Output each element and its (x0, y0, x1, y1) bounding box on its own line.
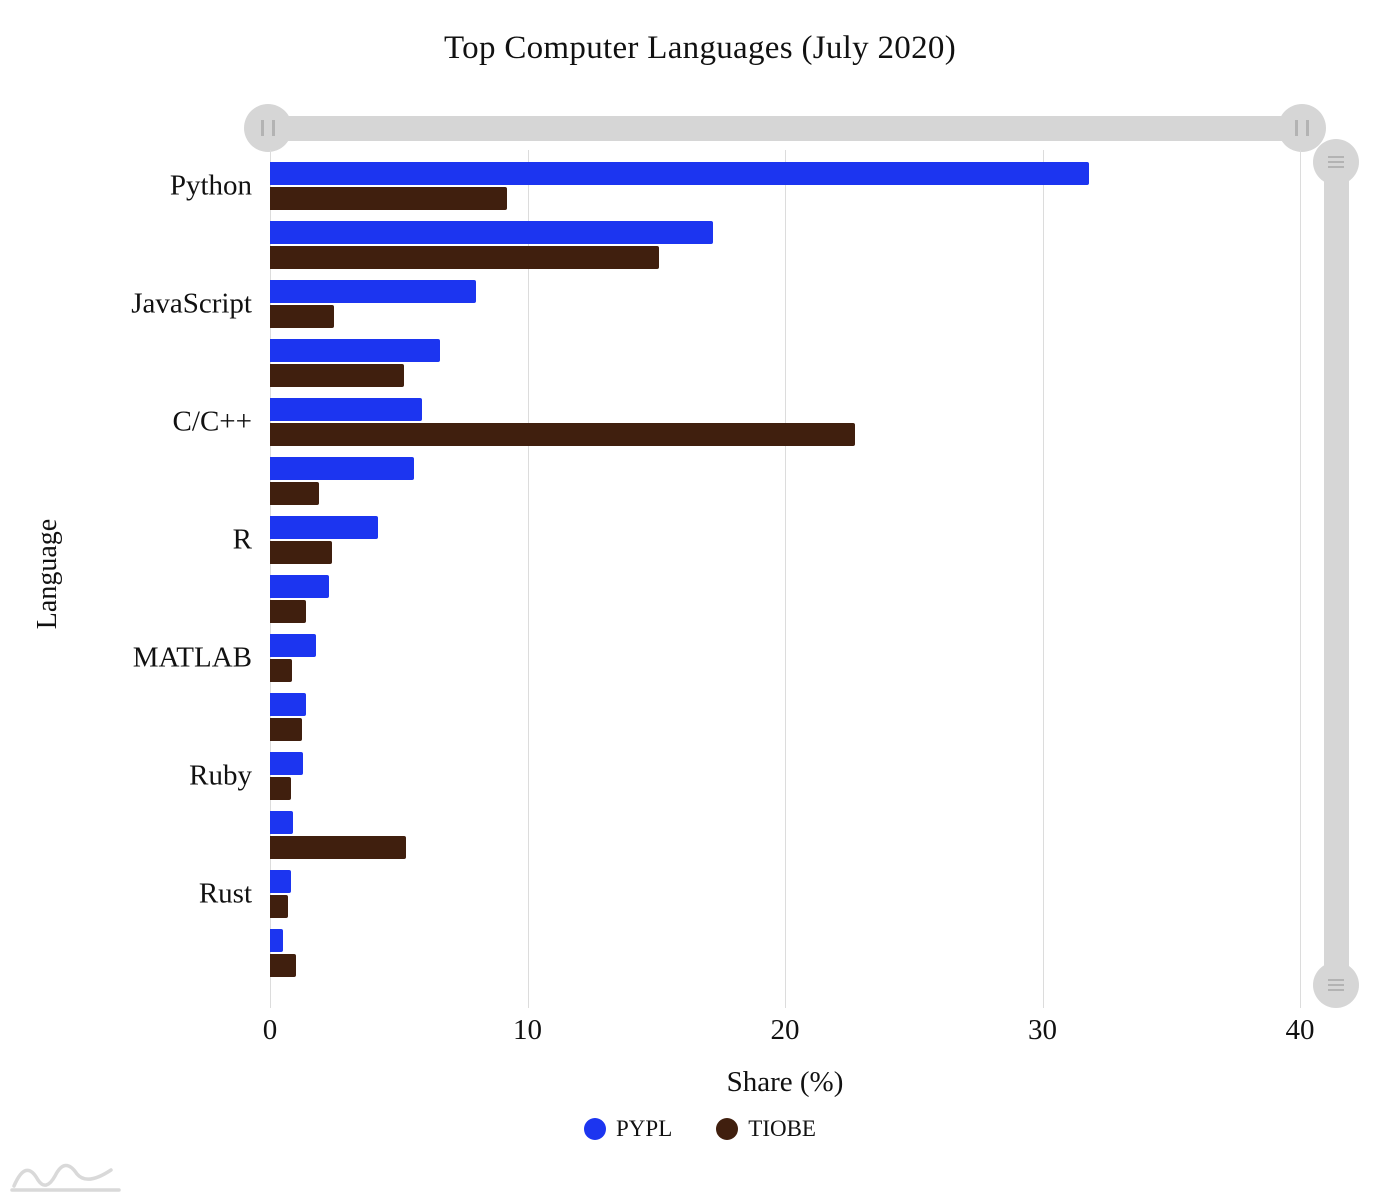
y-tick-label-c-c-: C/C++ (172, 405, 252, 438)
horizontal-range-slider[interactable] (244, 104, 1326, 152)
vertical-slider-handle-top[interactable] (1313, 139, 1359, 185)
grip-vertical-icon (261, 120, 275, 136)
y-tick-label-python: Python (169, 169, 252, 202)
bar-pypl-row11 (270, 811, 294, 834)
y-tick-label-ruby: Ruby (189, 759, 252, 792)
y-axis-title: Language (32, 518, 63, 630)
gridline-40 (1300, 150, 1301, 1008)
gridline-10 (527, 150, 529, 1008)
chart-title: Top Computer Languages (July 2020) (444, 30, 956, 66)
range-slider-handle-left[interactable] (244, 104, 292, 152)
bar-pypl-row2 (270, 280, 476, 303)
bar-tiobe-row3 (270, 364, 404, 387)
bar-pypl-row4 (270, 398, 422, 421)
bar-pypl-row12 (270, 870, 291, 893)
x-tick-label-10: 10 (513, 1014, 542, 1046)
bar-tiobe-row5 (270, 482, 319, 505)
bar-pypl-row13 (270, 929, 283, 952)
bar-tiobe-row8 (270, 659, 292, 682)
bar-tiobe-row13 (270, 954, 296, 977)
legend-label-tiobe: TIOBE (748, 1116, 816, 1141)
y-tick-label-javascript: JavaScript (131, 287, 252, 320)
bar-pypl-row5 (270, 457, 415, 480)
legend-item-pypl[interactable]: PYPL (584, 1116, 672, 1142)
plot-area (270, 150, 1301, 1008)
bar-tiobe-row2 (270, 305, 335, 328)
bar-tiobe-row11 (270, 836, 407, 859)
y-tick-label-matlab: MATLAB (132, 641, 252, 674)
range-slider-handle-right[interactable] (1278, 104, 1326, 152)
grip-horizontal-icon (1328, 984, 1344, 986)
grip-vertical-icon (1295, 120, 1309, 136)
bar-tiobe-row10 (270, 777, 291, 800)
bar-pypl-row10 (270, 752, 304, 775)
tiobe-swatch (716, 1118, 739, 1140)
bar-tiobe-row7 (270, 600, 307, 623)
bar-tiobe-row1 (270, 246, 659, 269)
x-tick-label-0: 0 (262, 1014, 278, 1046)
bar-pypl-row7 (270, 575, 330, 598)
bar-tiobe-row6 (270, 541, 332, 564)
x-tick-label-20: 20 (770, 1014, 800, 1046)
pypl-swatch (584, 1118, 607, 1140)
vertical-range-slider[interactable] (1324, 140, 1349, 1002)
bar-pypl-row9 (270, 693, 307, 716)
x-tick-label-40: 40 (1285, 1014, 1315, 1046)
bar-pypl-row1 (270, 221, 713, 244)
bar-pypl-row0 (270, 162, 1089, 185)
gridline-30 (1042, 150, 1044, 1008)
gridline-20 (785, 150, 786, 1008)
legend-item-tiobe[interactable]: TIOBE (716, 1116, 816, 1142)
bar-pypl-row8 (270, 634, 317, 657)
bar-tiobe-row12 (270, 895, 289, 918)
watermark-logo (10, 1163, 121, 1192)
vertical-slider-handle-bottom[interactable] (1313, 962, 1359, 1008)
bar-tiobe-row9 (270, 718, 303, 741)
bar-tiobe-row4 (270, 423, 855, 446)
bar-tiobe-row0 (270, 187, 507, 210)
bar-pypl-row3 (270, 339, 440, 362)
legend-label-pypl: PYPL (616, 1116, 673, 1141)
bar-pypl-row6 (270, 516, 379, 539)
x-tick-label-30: 30 (1028, 1014, 1057, 1046)
y-tick-label-r: R (232, 523, 252, 556)
y-tick-label-rust: Rust (198, 877, 252, 910)
grip-horizontal-icon (1328, 161, 1344, 163)
legend: PYPL TIOBE (0, 1116, 1400, 1142)
x-axis-title: Share (%) (726, 1066, 844, 1098)
